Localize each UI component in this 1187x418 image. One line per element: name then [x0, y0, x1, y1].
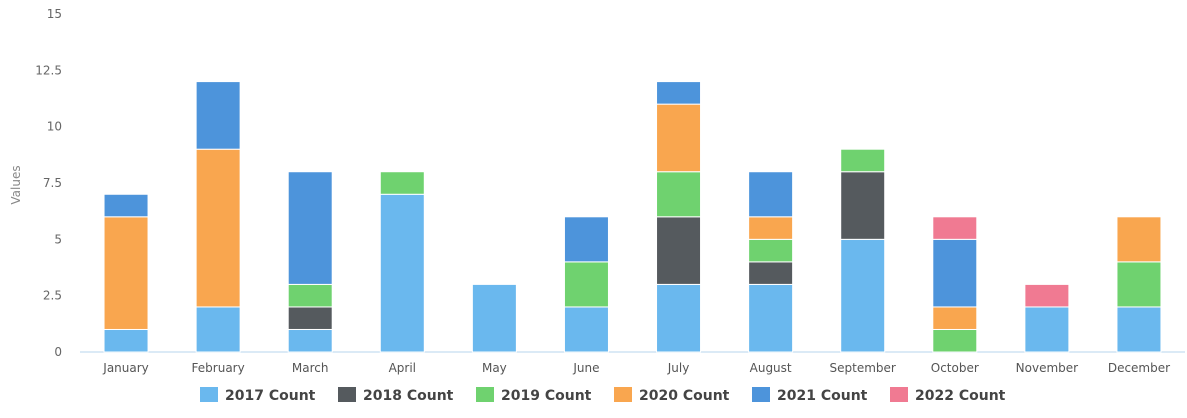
bar-segment-2018-count-september[interactable] — [840, 171, 886, 240]
y-tick-label: 15 — [47, 7, 62, 21]
legend-swatch — [200, 387, 218, 402]
bar-segment-2017-count-july[interactable] — [656, 283, 702, 353]
legend-swatch — [752, 387, 770, 402]
legend-label[interactable]: 2022 Count — [915, 388, 1006, 404]
x-tick-label: October — [931, 361, 979, 375]
y-tick-label: 10 — [47, 120, 62, 134]
bar-segment-2019-count-april[interactable] — [379, 171, 425, 195]
bar-segment-2019-count-august[interactable] — [748, 238, 794, 263]
x-tick-label: November — [1016, 361, 1078, 375]
legend-swatch — [338, 387, 356, 402]
bar-segment-2021-count-march[interactable] — [287, 171, 333, 285]
legend-swatch — [476, 387, 494, 402]
bar-segment-2021-count-october[interactable] — [932, 238, 978, 308]
legend-swatch — [890, 387, 908, 402]
bar-segment-2019-count-march[interactable] — [287, 283, 333, 308]
bar-segment-2017-count-september[interactable] — [840, 238, 886, 353]
x-tick-label: February — [192, 361, 245, 375]
bar-segment-2021-count-january[interactable] — [103, 193, 149, 218]
bar-segment-2019-count-september[interactable] — [840, 148, 886, 173]
legend-label[interactable]: 2019 Count — [501, 388, 592, 404]
bar-segment-2021-count-february[interactable] — [195, 81, 241, 150]
bar-segment-2017-count-february[interactable] — [195, 306, 241, 353]
bar-segment-2017-count-november[interactable] — [1024, 306, 1070, 353]
y-axis-label: Values — [9, 165, 23, 204]
bar-segment-2017-count-december[interactable] — [1116, 306, 1162, 353]
y-tick-label: 12.5 — [35, 63, 62, 77]
legend-label[interactable]: 2021 Count — [777, 388, 868, 404]
bar-segment-2020-count-february[interactable] — [195, 148, 241, 308]
bar-segment-2018-count-march[interactable] — [287, 306, 333, 330]
bar-segment-2020-count-july[interactable] — [656, 103, 702, 173]
bar-segment-2022-count-october[interactable] — [932, 216, 978, 240]
x-tick-label: July — [667, 361, 690, 375]
bar-segment-2020-count-august[interactable] — [748, 216, 794, 240]
bar-segment-2021-count-june[interactable] — [563, 216, 609, 263]
bar-segment-2017-count-april[interactable] — [379, 193, 425, 353]
x-tick-label: August — [750, 361, 792, 375]
bar-segment-2019-count-december[interactable] — [1116, 261, 1162, 308]
bar-segment-2022-count-november[interactable] — [1024, 283, 1070, 308]
y-tick-label: 2.5 — [43, 289, 62, 303]
x-tick-label: January — [102, 361, 149, 375]
y-tick-label: 5 — [54, 232, 62, 246]
bar-segment-2020-count-october[interactable] — [932, 306, 978, 330]
bar-segment-2018-count-august[interactable] — [748, 261, 794, 285]
y-tick-label: 0 — [54, 345, 62, 359]
x-tick-label: May — [482, 361, 507, 375]
bar-segment-2017-count-may[interactable] — [471, 283, 517, 353]
bar-segment-2019-count-october[interactable] — [932, 328, 978, 353]
bar-segment-2017-count-august[interactable] — [748, 283, 794, 353]
legend-swatch — [614, 387, 632, 402]
legend-label[interactable]: 2017 Count — [225, 388, 316, 404]
x-tick-label: March — [292, 361, 329, 375]
x-tick-label: April — [389, 361, 416, 375]
bar-segment-2017-count-march[interactable] — [287, 328, 333, 353]
bar-segment-2017-count-june[interactable] — [563, 306, 609, 353]
bar-segment-2020-count-january[interactable] — [103, 216, 149, 330]
x-tick-label: September — [830, 361, 896, 375]
bar-segment-2019-count-june[interactable] — [563, 261, 609, 308]
bar-segment-2020-count-december[interactable] — [1116, 216, 1162, 263]
legend-label[interactable]: 2018 Count — [363, 388, 454, 404]
x-tick-label: June — [572, 361, 599, 375]
y-tick-label: 7.5 — [43, 176, 62, 190]
x-tick-label: December — [1108, 361, 1170, 375]
bar-segment-2019-count-july[interactable] — [656, 171, 702, 218]
bar-segment-2018-count-july[interactable] — [656, 216, 702, 285]
legend-label[interactable]: 2020 Count — [639, 388, 730, 404]
bar-segment-2017-count-january[interactable] — [103, 328, 149, 353]
bar-segment-2021-count-july[interactable] — [656, 81, 702, 105]
bar-segment-2021-count-august[interactable] — [748, 171, 794, 218]
